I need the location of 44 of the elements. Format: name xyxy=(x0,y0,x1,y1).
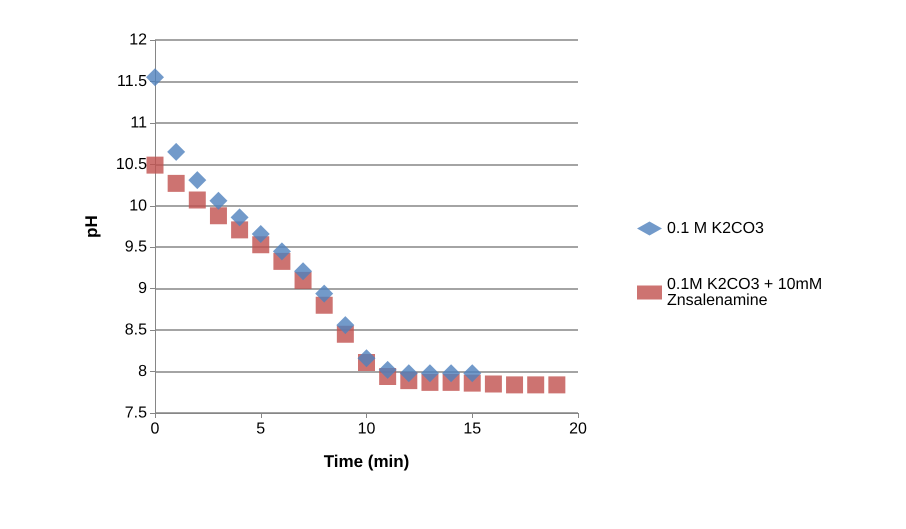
point xyxy=(315,284,334,303)
x-tick-label: 10 xyxy=(358,420,376,438)
point xyxy=(506,376,524,394)
point xyxy=(231,221,248,238)
point xyxy=(252,224,270,243)
point xyxy=(146,156,164,174)
y-tick-label: 7.5 xyxy=(124,404,148,422)
y-tick-label: 8.5 xyxy=(124,322,148,339)
y-tick-label: 10.5 xyxy=(116,156,148,173)
point xyxy=(420,364,439,382)
y-tick-label: 10 xyxy=(129,197,148,214)
x-axis-title: Time (min) xyxy=(324,452,410,471)
y-tick-label: 9 xyxy=(138,280,148,298)
point xyxy=(378,360,397,379)
y-axis-title: pH xyxy=(82,215,101,238)
point xyxy=(336,316,354,334)
point xyxy=(168,174,185,192)
point xyxy=(358,349,376,368)
y-tick-label: 11.5 xyxy=(117,72,148,90)
point xyxy=(548,376,566,394)
y-tick-label: 9.5 xyxy=(124,238,148,256)
point xyxy=(188,191,206,208)
point xyxy=(463,364,482,382)
y-tick-label: 8 xyxy=(138,363,148,380)
point xyxy=(209,192,228,210)
point xyxy=(272,242,291,260)
point xyxy=(294,262,312,280)
point xyxy=(442,364,460,382)
point xyxy=(400,364,418,382)
y-tick-label: 12 xyxy=(129,32,148,48)
point xyxy=(210,207,227,224)
point xyxy=(484,375,502,392)
point xyxy=(188,171,206,190)
point xyxy=(230,208,249,226)
x-tick-label: 20 xyxy=(569,420,587,438)
y-tick-label: 11 xyxy=(130,114,148,132)
point xyxy=(527,376,544,394)
point xyxy=(146,68,164,86)
x-tick-label: 0 xyxy=(150,420,160,438)
point xyxy=(167,142,186,161)
x-tick-label: 5 xyxy=(256,420,266,438)
legend-label: 0.1M K2CO3 + 10mM Znsalenamine xyxy=(667,276,827,309)
x-tick-label: 15 xyxy=(463,420,482,438)
legend-label: 0.1 M K2CO3 xyxy=(667,220,764,237)
